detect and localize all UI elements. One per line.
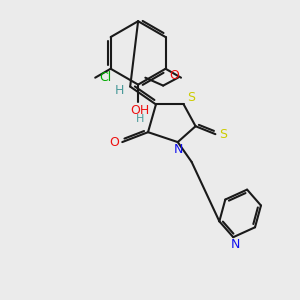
Text: H: H [136, 114, 144, 124]
Text: N: N [174, 142, 183, 155]
Text: O: O [169, 69, 179, 82]
Text: S: S [188, 91, 196, 104]
Text: N: N [230, 238, 240, 250]
Text: H: H [115, 84, 124, 97]
Text: Cl: Cl [99, 71, 111, 84]
Text: S: S [219, 128, 227, 141]
Text: OH: OH [130, 104, 150, 117]
Text: O: O [110, 136, 119, 148]
